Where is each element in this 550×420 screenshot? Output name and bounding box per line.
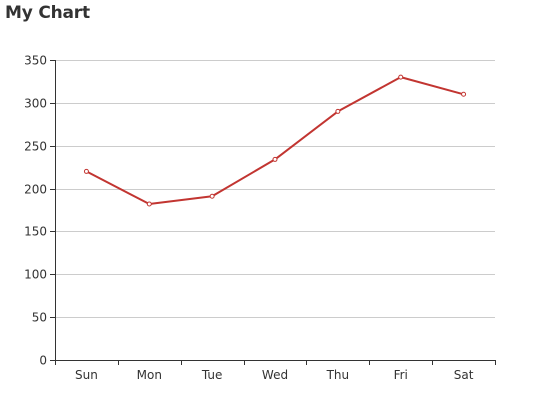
data-point-mon[interactable] — [146, 201, 152, 207]
axes — [50, 60, 496, 365]
chart-title: My Chart — [5, 3, 90, 23]
y-tick-label-350: 350 — [24, 54, 47, 68]
grid-lines — [55, 60, 495, 318]
x-tick-label-wed: Wed — [262, 368, 288, 382]
data-point-wed[interactable] — [272, 156, 278, 162]
y-tick-labels: 0 50 100 150 200 250 300 350 — [24, 54, 47, 368]
x-tick-label-sat: Sat — [454, 368, 474, 382]
y-tick-label-50: 50 — [32, 311, 47, 325]
data-point-tue[interactable] — [209, 193, 215, 199]
x-tick-label-tue: Tue — [201, 368, 223, 382]
x-tick-labels: Sun Mon Tue Wed Thu Fri Sat — [75, 368, 474, 382]
y-tick-label-250: 250 — [24, 140, 47, 154]
y-tick-label-300: 300 — [24, 97, 47, 111]
data-point-thu[interactable] — [335, 108, 341, 114]
y-tick-label-150: 150 — [24, 225, 47, 239]
y-tick-label-0: 0 — [39, 354, 47, 368]
y-tick-label-200: 200 — [24, 183, 47, 197]
y-tick-label-100: 100 — [24, 268, 47, 282]
series-layer — [83, 74, 467, 207]
data-point-sat[interactable] — [461, 91, 467, 97]
x-tick-label-thu: Thu — [326, 368, 350, 382]
x-tick-label-fri: Fri — [394, 368, 408, 382]
data-point-fri[interactable] — [398, 74, 404, 80]
data-point-sun[interactable] — [83, 168, 89, 174]
x-tick-label-mon: Mon — [137, 368, 162, 382]
series-line-0 — [85, 76, 465, 205]
x-tick-label-sun: Sun — [75, 368, 98, 382]
